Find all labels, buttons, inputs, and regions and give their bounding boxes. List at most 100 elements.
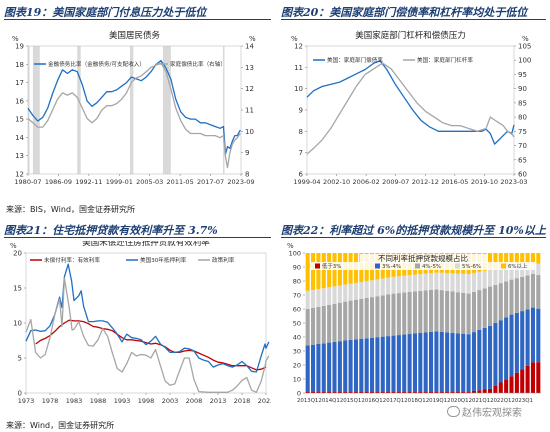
bar-segment-2 [488, 286, 493, 326]
y-left-tick-label: 12 [15, 171, 24, 179]
x-tick-label: 2023 [258, 397, 271, 405]
chart21-header: 图表21：住宅抵押贷款有效利率升至 3.7% [4, 222, 271, 238]
bar-segment-1 [530, 307, 535, 363]
y-left-unit: % [12, 35, 19, 43]
bar-segment-2 [348, 300, 353, 340]
legend-swatch [315, 263, 320, 269]
bar-segment-4 [520, 253, 525, 265]
bar-segment-0 [504, 379, 509, 393]
bar-segment-1 [316, 344, 321, 392]
bar-segment-0 [407, 391, 412, 393]
bar-segment-3 [316, 289, 321, 307]
bar-segment-3 [375, 279, 380, 297]
bar-segment-3 [488, 269, 493, 287]
series-line-2 [25, 277, 270, 393]
bar-segment-2 [429, 289, 434, 332]
bar-segment-2 [509, 279, 514, 315]
bar-segment-4 [530, 253, 535, 263]
x-tick-label: 1983 [66, 397, 83, 405]
bar-segment-0 [439, 391, 444, 393]
bar-segment-2 [337, 302, 342, 342]
x-tick-label: 1992-11 [75, 178, 102, 186]
bar-segment-2 [423, 290, 428, 333]
bar-segment-4 [504, 253, 509, 267]
bar-segment-2 [530, 274, 535, 308]
bar-segment-2 [407, 292, 412, 335]
chart20-leverage-and-debt-service: 6 7 8 9 10 11 12% 60 65 70 75 80 85 90 95 100 105% 1999-0… [291, 30, 531, 186]
legend-label: 6%以上 [508, 262, 528, 270]
bar-segment-3 [364, 281, 369, 298]
x-tick-label: 1986-09 [45, 178, 72, 186]
bar-segment-2 [514, 278, 519, 313]
bar-segment-0 [311, 391, 316, 393]
legend-label: 美国：家庭部门偿债率 [327, 56, 383, 64]
y-left-tick-label: 10 [293, 376, 301, 384]
x-tick-label: 1999-01 [106, 178, 133, 186]
bar-segment-4 [305, 253, 310, 291]
bar-segment-3 [466, 274, 471, 294]
legend-backdrop [311, 262, 535, 270]
chart19-household-debt: 12 13 14 15 16 17 18 19% 8 9 10 11 12 13 14% 1980-07 198… [12, 30, 256, 186]
x-tick-label: 2023Q1 [512, 398, 533, 404]
bar-segment-3 [461, 273, 466, 293]
bar-segment-3 [353, 282, 358, 300]
bar-segment-1 [418, 332, 423, 392]
bar-segment-0 [434, 391, 439, 393]
y-left-unit: % [291, 35, 298, 43]
x-tick-label: 2021Q1 [469, 398, 490, 404]
bar-segment-2 [305, 309, 310, 346]
chart19-header: 图表19：美国家庭部门付息压力处于低位 [4, 4, 271, 20]
bar-segment-0 [402, 391, 407, 393]
bar-segment-2 [359, 298, 364, 339]
x-tick-label: 2005-03 [136, 178, 163, 186]
bar-segment-1 [509, 314, 514, 377]
bar-segment-2 [466, 293, 471, 335]
bar-segment-3 [407, 275, 412, 293]
chart20-header: 图表20：美国家庭部门偿债率和杠杆率均处于低位 [281, 4, 546, 20]
bar-segment-3 [439, 272, 444, 291]
x-tick-label: 2018 [234, 397, 251, 405]
bar-segment-2 [477, 290, 482, 330]
bar-segment-0 [321, 391, 326, 393]
chart22-mortgage-rate-distribution: 0 10 20 30 40 50 60 70 80 90 100% 2013Q1 2014Q1 2015Q… [287, 242, 541, 404]
bar-segment-3 [311, 289, 316, 308]
bar-segment-2 [504, 281, 509, 318]
y-left-tick-label: 80 [293, 278, 301, 286]
bar-segment-3 [337, 285, 342, 303]
bar-segment-1 [327, 342, 332, 392]
bar-segment-1 [493, 323, 498, 386]
y-left-unit: % [287, 242, 294, 250]
series-line-1 [25, 263, 270, 373]
bar-segment-1 [498, 320, 503, 383]
bar-segment-3 [504, 266, 509, 282]
legend-label: 家庭偿债比率（右轴） [170, 60, 226, 68]
bar-segment-1 [396, 335, 401, 392]
bar-segment-3 [396, 276, 401, 294]
legend-label: 美国：家庭部门杠杆率 [417, 56, 473, 64]
x-tick-label: 2015Q1 [340, 398, 361, 404]
bar-segment-3 [418, 274, 423, 291]
bar-segment-3 [380, 278, 385, 296]
legend-label: 未偿付利率：有效利率 [44, 256, 100, 264]
bar-segment-0 [445, 391, 450, 393]
bar-segment-2 [316, 306, 321, 344]
y-right-tick-label: 65 [518, 156, 527, 164]
bar-segment-3 [493, 268, 498, 285]
bar-segment-3 [455, 273, 460, 293]
bar-segment-0 [514, 372, 519, 393]
bar-segment-0 [364, 391, 369, 393]
bar-segment-0 [327, 391, 332, 393]
bar-segment-3 [332, 286, 337, 304]
x-tick-label: 2008 [186, 397, 203, 405]
bar-segment-1 [332, 341, 337, 392]
bar-segment-1 [477, 330, 482, 391]
bar-segment-4 [498, 253, 503, 268]
chart-title: 美国家庭部门杠杆和偿债压力 [355, 30, 466, 41]
bar-segment-0 [337, 391, 342, 393]
bar-segment-0 [498, 382, 503, 393]
x-tick-label: 2016Q1 [361, 398, 382, 404]
bar-segment-3 [477, 271, 482, 291]
x-tick-label: 2017Q1 [383, 398, 404, 404]
plot-frame [306, 45, 515, 175]
y-right-unit: % [522, 35, 529, 43]
